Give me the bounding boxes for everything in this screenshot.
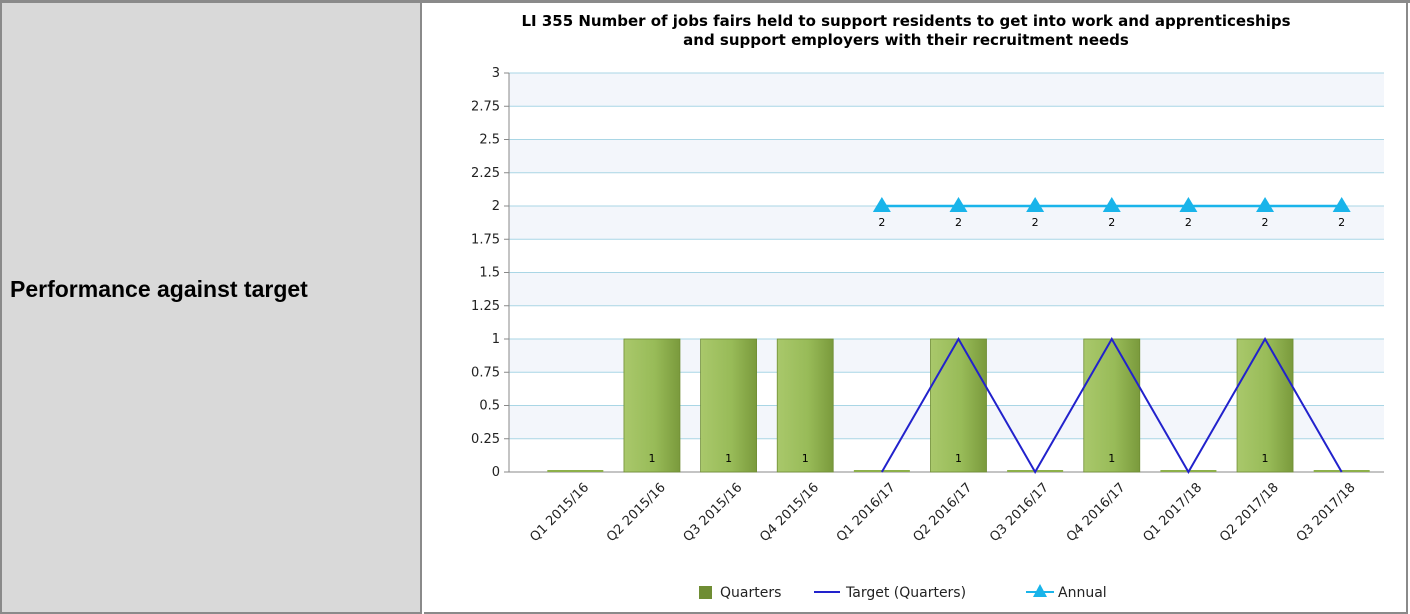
chart-cell: LI 355 Number of jobs fairs held to supp…	[424, 3, 1408, 614]
y-tick-label: 2	[492, 199, 500, 214]
y-tick-label: 0	[492, 465, 500, 480]
bar-quarters	[700, 338, 757, 473]
annual-data-label: 2	[1032, 216, 1039, 229]
x-tick-label: Q3 2016/17	[987, 480, 1052, 545]
y-tick-label: 1.75	[471, 232, 500, 247]
bar-data-label: 1	[725, 452, 732, 465]
y-tick-label: 1	[492, 332, 500, 347]
annual-data-label: 2	[1185, 216, 1192, 229]
x-tick-label: Q1 2016/17	[834, 480, 899, 545]
marker-annual	[949, 197, 968, 212]
marker-annual	[872, 197, 891, 212]
x-tick-label: Q4 2016/17	[1064, 480, 1129, 545]
annual-data-label: 2	[1338, 216, 1345, 229]
y-tick-label: 1.25	[471, 299, 500, 314]
annual-data-label: 2	[878, 216, 885, 229]
marker-annual	[1332, 197, 1351, 212]
annual-data-label: 2	[955, 216, 962, 229]
marker-annual	[1102, 197, 1121, 212]
x-tick-label: Q1 2017/18	[1140, 480, 1205, 545]
x-tick-label: Q1 2015/16	[527, 480, 592, 545]
bar-data-label: 1	[648, 452, 655, 465]
chart-title-line-2: and support employers with their recruit…	[683, 31, 1129, 49]
y-tick-label: 3	[492, 66, 500, 81]
chart-title-line-1: LI 355 Number of jobs fairs held to supp…	[521, 12, 1290, 30]
bar-quarters	[1236, 338, 1294, 473]
line-target-quarters	[880, 336, 1343, 475]
legend-swatch-annual-marker	[1033, 584, 1047, 597]
x-tick-label: Q4 2015/16	[757, 480, 822, 545]
legend-label-target[interactable]: Target (Quarters)	[845, 585, 966, 601]
bar-data-label: 1	[1108, 452, 1115, 465]
y-tick-label: 0.75	[471, 365, 500, 380]
legend-label-quarters[interactable]: Quarters	[720, 585, 781, 601]
grid-band	[509, 272, 1384, 306]
bar-data-label: 1	[802, 452, 809, 465]
grid-band	[509, 139, 1384, 173]
marker-annual	[1179, 197, 1198, 212]
annual-data-label: 2	[1108, 216, 1115, 229]
x-tick-label: Q3 2017/18	[1294, 480, 1359, 545]
bar-quarters	[623, 338, 681, 473]
x-tick-label: Q3 2015/16	[681, 480, 746, 545]
bar-data-label: 1	[1262, 452, 1269, 465]
legend-swatch-quarters	[699, 586, 712, 599]
grid-band	[509, 73, 1384, 107]
row-label: Performance against target	[10, 276, 308, 302]
legend-label-annual[interactable]: Annual	[1058, 585, 1107, 601]
chart: LI 355 Number of jobs fairs held to supp…	[471, 12, 1384, 601]
bar-data-label: 1	[955, 452, 962, 465]
marker-annual	[1256, 197, 1275, 212]
y-tick-label: 0.5	[479, 399, 500, 414]
bar-quarters	[547, 470, 604, 472]
y-tick-label: 1.5	[479, 266, 500, 281]
x-tick-label: Q2 2017/18	[1217, 480, 1282, 545]
row-label-cell: Performance against target	[0, 3, 422, 614]
bar-quarters	[776, 338, 834, 473]
bar-quarters	[930, 338, 987, 473]
y-tick-label: 2.75	[471, 99, 500, 114]
x-tick-label: Q2 2016/17	[911, 480, 976, 545]
bar-quarters	[1083, 338, 1141, 473]
marker-annual	[1026, 197, 1045, 212]
grid-band	[509, 206, 1384, 240]
y-tick-label: 2.25	[471, 166, 500, 181]
x-tick-label: Q2 2015/16	[604, 480, 669, 545]
y-tick-label: 0.25	[471, 432, 500, 447]
annual-data-label: 2	[1262, 216, 1269, 229]
y-tick-label: 2.5	[479, 133, 500, 148]
